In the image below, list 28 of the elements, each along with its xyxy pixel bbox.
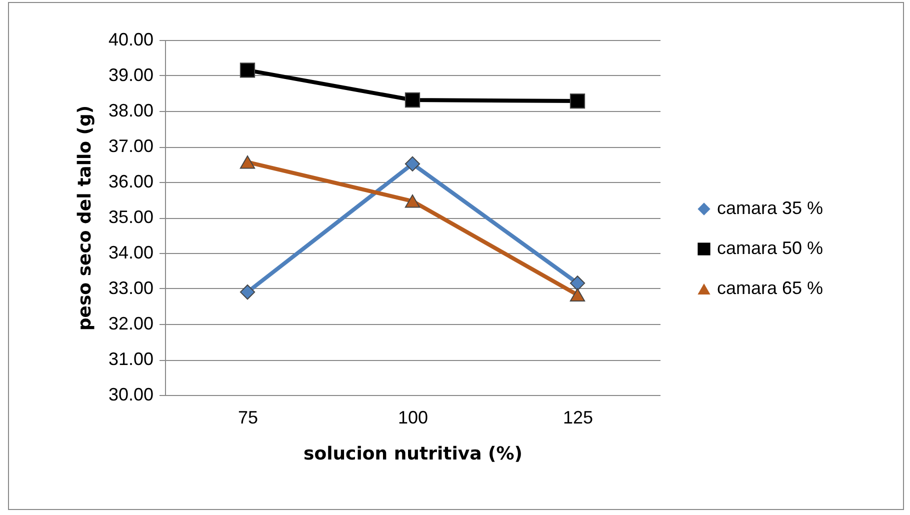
point [240,284,256,300]
y-tick-label: 35.00 [108,207,154,227]
legend-label: camara 50 % [717,238,824,258]
y-tick-label: 31.00 [108,349,154,369]
y-tick-label: 36.00 [108,172,154,192]
y-tick-label: 33.00 [108,278,154,298]
y-tick-label: 37.00 [108,136,154,156]
x-tick-label: 100 [398,408,428,428]
point [404,156,420,172]
legend-label: camara 65 % [717,278,824,298]
point [404,194,420,208]
y-tick-label: 38.00 [108,100,154,120]
point [570,276,586,291]
x-axis-title: solucion nutritiva (%) [303,444,523,464]
y-tick-label: 39.00 [108,65,154,85]
legend-label: camara 35 % [717,198,824,218]
point [570,288,586,302]
x-tick-label: 125 [562,408,594,428]
point [240,62,256,78]
y-tick-label: 40.00 [108,30,154,50]
y-tick-label: 30.00 [108,384,154,404]
point [240,155,256,169]
y-tick-label: 32.00 [108,314,154,334]
y-tick-label: 34.00 [108,242,154,262]
y-axis-title: peso seco del tallo (g) [74,105,96,331]
point [570,93,586,109]
x-tick-label: 75 [238,408,258,428]
point [404,92,420,108]
